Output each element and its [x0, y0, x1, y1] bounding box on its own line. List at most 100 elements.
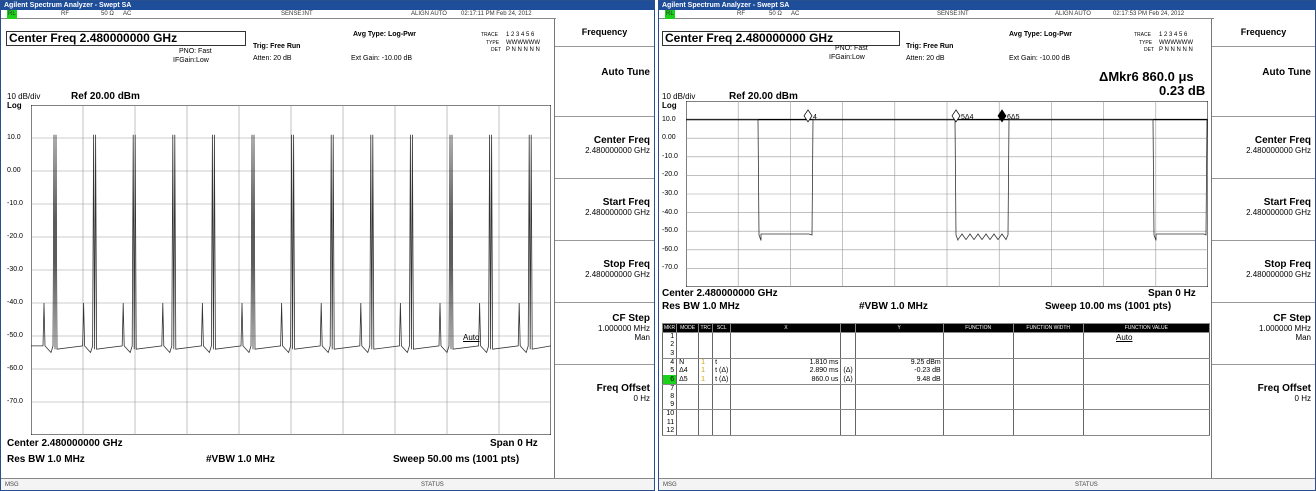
stop-freq-softkey[interactable]: Stop Freq 2.480000000 GHz [1212, 241, 1315, 303]
det-label: DET [1144, 47, 1154, 53]
right-analyzer-window: Agilent Spectrum Analyzer - Swept SA RL … [658, 0, 1316, 491]
marker-function-width [1012, 418, 1084, 428]
cf-auto-option[interactable]: Auto [463, 333, 480, 342]
y-tick-label: -50.0 [662, 227, 678, 235]
spectrum-display [31, 105, 551, 435]
marker-trace [698, 392, 714, 402]
marker-row[interactable]: 2 [661, 341, 1211, 350]
impedance-indicator: 50 Ω [101, 11, 114, 17]
cf-man-option[interactable]: Man [634, 333, 650, 342]
marker-delta-value: 0.23 dB [1159, 83, 1206, 98]
start-freq-softkey[interactable]: Start Freq 2.480000000 GHz [555, 179, 654, 241]
marker-function-value [1082, 366, 1211, 376]
cf-man-option[interactable]: Man [1295, 333, 1311, 342]
marker-scale [712, 401, 732, 411]
marker-trace [698, 349, 714, 359]
stop-freq-softkey[interactable]: Stop Freq 2.480000000 GHz [555, 241, 654, 303]
marker-row[interactable]: 9 [661, 401, 1211, 411]
marker-x [730, 409, 842, 419]
marker-function-value [1082, 409, 1211, 419]
marker-number: 12 [661, 427, 678, 437]
freq-offset-label: Freq Offset [596, 383, 650, 394]
marker-scale [712, 341, 732, 350]
impedance-indicator: 50 Ω [769, 11, 782, 17]
marker-function [942, 392, 1014, 402]
marker-x-delta [840, 349, 856, 359]
center-freq-softkey[interactable]: Center Freq 2.480000000 GHz [1212, 117, 1315, 179]
marker-x-delta [840, 401, 856, 411]
marker-trace [698, 427, 714, 437]
marker-x-delta: (Δ) [840, 375, 856, 385]
align-indicator: ALIGN AUTO [411, 11, 447, 17]
trace-values: 1 2 3 4 5 6 [506, 32, 535, 38]
det-label: DET [491, 47, 501, 53]
marker-row[interactable]: 1 [661, 332, 1211, 342]
start-freq-softkey[interactable]: Start Freq 2.480000000 GHz [1212, 179, 1315, 241]
marker-x-delta: (Δ) [840, 366, 856, 376]
marker-row[interactable]: 10 [661, 409, 1211, 419]
marker-row[interactable]: 11 [661, 418, 1211, 428]
marker-x-delta [840, 392, 856, 402]
type-label: TYPE [486, 40, 500, 46]
y-tick-label: -70.0 [662, 264, 678, 272]
center-freq-readout[interactable]: Center Freq 2.480000000 GHz [6, 31, 246, 46]
cf-step-softkey[interactable]: CF Step 1.000000 MHz Auto Man [463, 303, 654, 365]
cf-step-softkey[interactable]: CF Step 1.000000 MHz Auto Man [1116, 303, 1315, 365]
det-values: P N N N N N [1159, 47, 1193, 53]
marker-scale [712, 409, 732, 419]
status-label: STATUS [421, 482, 444, 488]
marker-function-value [1082, 358, 1211, 367]
marker-trace [698, 409, 714, 419]
marker-row[interactable]: 7 [661, 384, 1211, 393]
cf-step-value: 1.000000 MHz [1258, 324, 1311, 333]
marker-diamond[interactable] [951, 109, 961, 123]
log-label: Log [7, 101, 22, 110]
rf-indicator: RF [61, 11, 69, 17]
footer-vbw: #VBW 1.0 MHz [859, 301, 928, 312]
y-tick-label: -40.0 [7, 299, 23, 306]
ifgain-label: IFGain:Low [829, 54, 865, 61]
y-tick-label: -40.0 [662, 208, 678, 216]
freq-offset-softkey[interactable]: Freq Offset 0 Hz [555, 365, 654, 427]
marker-x-delta [840, 332, 856, 342]
marker-row[interactable]: 6 Δ5 1 t (Δ) 860.0 us (Δ) 9.48 dB [661, 375, 1211, 385]
status-row: RL RF 50 Ω AC SENSE:INT ALIGN AUTO 02:17… [659, 10, 1214, 19]
col-scl: SCL [712, 323, 732, 333]
y-tick-label: 0.00 [7, 167, 21, 174]
auto-tune-softkey[interactable]: Auto Tune [1212, 47, 1315, 117]
marker-function-width [1012, 341, 1084, 350]
marker-row[interactable]: 3 [661, 349, 1211, 359]
trace-values: 1 2 3 4 5 6 [1159, 32, 1188, 38]
marker-trace [698, 401, 714, 411]
marker-function-width [1012, 409, 1084, 419]
marker-x-delta [840, 409, 856, 419]
avg-type-label: Avg Type: Log-Pwr [353, 31, 416, 38]
rl-indicator: RL [665, 10, 675, 19]
marker-diamond[interactable] [803, 109, 813, 123]
marker-row[interactable]: 8 [661, 392, 1211, 402]
marker-row[interactable]: 12 [661, 427, 1211, 437]
marker-row[interactable]: 4 N 1 t 1.810 ms 9.25 dBm [661, 358, 1211, 367]
cf-auto-option[interactable]: Auto [1116, 333, 1133, 342]
pno-label: PNO: Fast [179, 48, 212, 55]
message-bar: MSG STATUS [659, 478, 1315, 490]
marker-number: 9 [661, 401, 678, 411]
footer-sweep: Sweep 50.00 ms (1001 pts) [393, 454, 520, 465]
avg-type-label: Avg Type: Log-Pwr [1009, 31, 1072, 38]
marker-row[interactable]: 5 Δ4 1 t (Δ) 2.890 ms (Δ) -0.23 dB [661, 366, 1211, 376]
marker-x: 1.810 ms [730, 358, 842, 367]
marker-label: 4 [813, 114, 817, 121]
center-freq-readout[interactable]: Center Freq 2.480000000 GHz [662, 31, 900, 46]
stop-freq-label: Stop Freq [1264, 259, 1311, 270]
marker-number: 2 [661, 341, 678, 350]
y-tick-label: -20.0 [7, 233, 23, 240]
marker-scale: t (Δ) [712, 375, 732, 385]
center-freq-softkey[interactable]: Center Freq 2.480000000 GHz [555, 117, 654, 179]
marker-function-width [1012, 358, 1084, 367]
marker-diamond[interactable] [997, 109, 1007, 123]
freq-offset-softkey[interactable]: Freq Offset 0 Hz [1212, 365, 1315, 427]
stop-freq-label: Stop Freq [603, 259, 650, 270]
auto-tune-softkey[interactable]: Auto Tune [555, 47, 654, 117]
ref-level-label: Ref 20.00 dBm [729, 91, 798, 102]
col-trc: TRC [698, 323, 714, 333]
